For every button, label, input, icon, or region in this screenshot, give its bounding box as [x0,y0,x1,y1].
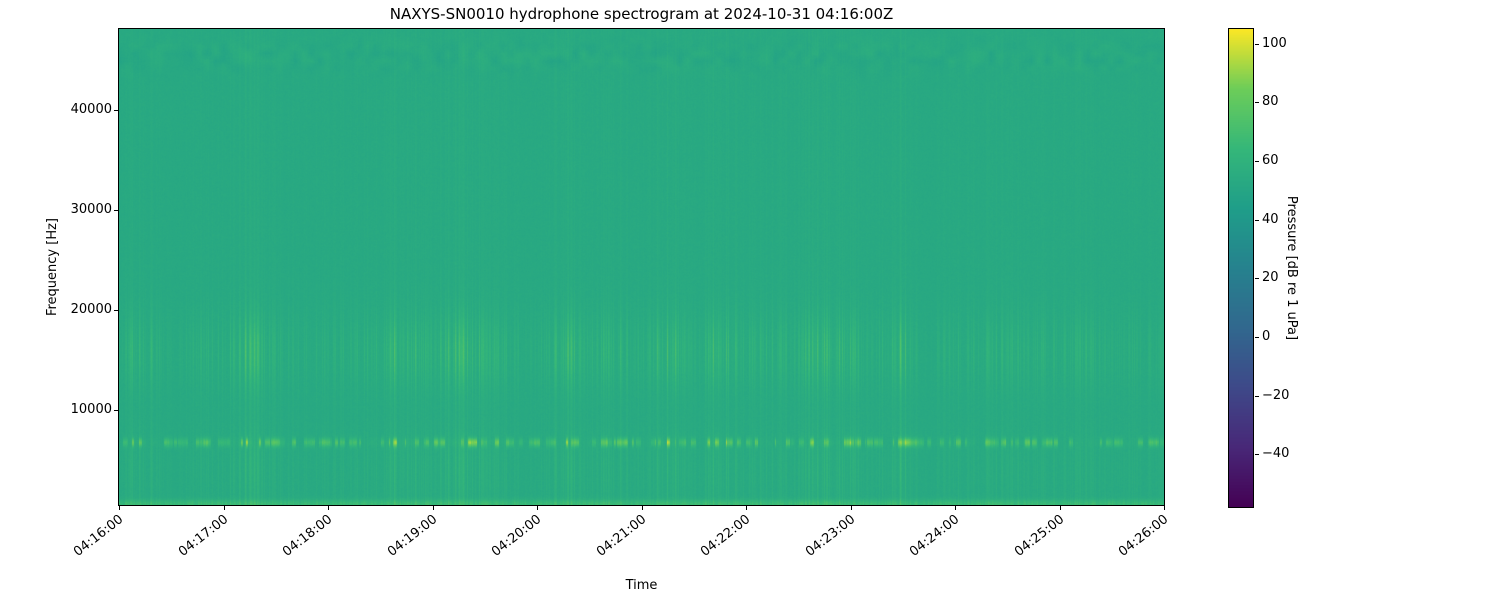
y-tick-mark [114,410,118,411]
x-tick-mark [851,506,852,510]
x-tick-mark [433,506,434,510]
y-tick-label: 20000 [70,302,112,317]
x-tick-mark [537,506,538,510]
colorbar-tick-label: 20 [1262,270,1279,285]
colorbar-label: Pressure [dB re 1 uPa] [1284,195,1299,341]
x-tick-mark [642,506,643,510]
colorbar-tick-mark [1255,278,1259,279]
colorbar-tick-label: 80 [1262,94,1279,109]
colorbar-tick-label: 100 [1262,36,1287,51]
x-tick-label: 04:16:00 [70,512,127,560]
colorbar-tick-label: −40 [1262,446,1290,461]
x-tick-mark [1060,506,1061,510]
colorbar-tick-mark [1255,396,1259,397]
colorbar-canvas [1229,29,1253,507]
colorbar-tick-label: 0 [1262,329,1271,344]
y-tick-label: 10000 [70,402,112,417]
x-axis-label: Time [625,578,658,593]
x-tick-mark [955,506,956,510]
colorbar-tick-label: 40 [1262,212,1279,227]
plot-area [118,28,1165,506]
y-tick-mark [114,210,118,211]
y-tick-mark [114,110,118,111]
y-tick-label: 30000 [70,202,112,217]
colorbar-tick-mark [1255,102,1259,103]
colorbar-tick-mark [1255,337,1259,338]
spectrogram-canvas [119,29,1164,505]
x-tick-mark [328,506,329,510]
colorbar-tick-mark [1255,454,1259,455]
x-tick-mark [224,506,225,510]
x-tick-mark [1164,506,1165,510]
colorbar-tick-mark [1255,220,1259,221]
x-tick-mark [746,506,747,510]
x-tick-mark [119,506,120,510]
chart-title: NAXYS-SN0010 hydrophone spectrogram at 2… [389,5,894,23]
colorbar-tick-label: −20 [1262,388,1290,403]
y-axis-label: Frequency [Hz] [45,217,60,317]
colorbar [1228,28,1254,508]
colorbar-tick-mark [1255,161,1259,162]
y-tick-mark [114,310,118,311]
colorbar-tick-label: 60 [1262,153,1279,168]
y-tick-label: 40000 [70,102,112,117]
colorbar-tick-mark [1255,44,1259,45]
